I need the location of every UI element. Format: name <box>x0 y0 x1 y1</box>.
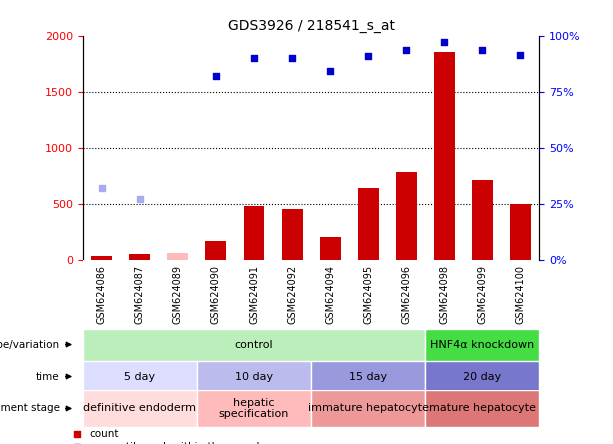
Text: HNF4α knockdown: HNF4α knockdown <box>430 340 535 349</box>
Text: GSM624096: GSM624096 <box>402 265 411 324</box>
Bar <box>434 52 455 260</box>
Bar <box>197 361 311 392</box>
Point <box>516 51 525 58</box>
Text: control: control <box>235 340 273 349</box>
Bar <box>472 180 493 260</box>
Point <box>97 184 107 191</box>
Bar <box>425 361 539 392</box>
Text: 5 day: 5 day <box>124 372 156 381</box>
Text: GSM624099: GSM624099 <box>478 265 487 324</box>
Bar <box>91 256 112 260</box>
Point <box>364 52 373 59</box>
Bar <box>281 209 303 260</box>
Bar <box>311 390 425 427</box>
Text: GSM624090: GSM624090 <box>211 265 221 324</box>
Point <box>478 47 487 54</box>
Bar <box>358 188 379 260</box>
Point <box>402 47 411 54</box>
Text: 15 day: 15 day <box>349 372 387 381</box>
Text: immature hepatocyte: immature hepatocyte <box>308 404 428 413</box>
Point <box>72 430 82 437</box>
Text: GSM624087: GSM624087 <box>135 265 145 325</box>
Text: time: time <box>36 372 60 381</box>
Bar <box>129 254 150 260</box>
Bar <box>83 361 197 392</box>
Bar <box>197 390 311 427</box>
Text: GSM624095: GSM624095 <box>363 265 373 325</box>
Bar <box>425 329 539 361</box>
Point <box>287 55 297 62</box>
Text: count: count <box>90 429 120 439</box>
Text: mature hepatocyte: mature hepatocyte <box>429 404 536 413</box>
Bar <box>311 361 425 392</box>
Point <box>326 68 335 75</box>
Text: GSM624100: GSM624100 <box>516 265 525 324</box>
Bar <box>167 253 188 260</box>
Text: GSM624094: GSM624094 <box>325 265 335 324</box>
Point <box>249 55 259 62</box>
Text: GSM624092: GSM624092 <box>287 265 297 325</box>
Text: GSM624086: GSM624086 <box>97 265 107 324</box>
Text: 10 day: 10 day <box>235 372 273 381</box>
Text: definitive endoderm: definitive endoderm <box>83 404 196 413</box>
Bar <box>319 237 341 260</box>
Bar <box>83 329 425 361</box>
Text: genotype/variation: genotype/variation <box>0 340 60 349</box>
Text: GSM624098: GSM624098 <box>440 265 449 324</box>
Point <box>211 72 221 79</box>
Text: percentile rank within the sample: percentile rank within the sample <box>90 442 265 444</box>
Bar <box>83 390 197 427</box>
Title: GDS3926 / 218541_s_at: GDS3926 / 218541_s_at <box>227 19 395 33</box>
Bar <box>243 206 264 260</box>
Bar <box>425 390 539 427</box>
Text: GSM624089: GSM624089 <box>173 265 183 324</box>
Point <box>135 196 145 203</box>
Bar <box>396 172 417 260</box>
Text: GSM624091: GSM624091 <box>249 265 259 324</box>
Bar <box>205 241 226 260</box>
Bar <box>510 204 531 260</box>
Text: development stage: development stage <box>0 404 60 413</box>
Text: hepatic
specification: hepatic specification <box>219 398 289 419</box>
Text: 20 day: 20 day <box>463 372 501 381</box>
Point <box>440 39 449 46</box>
